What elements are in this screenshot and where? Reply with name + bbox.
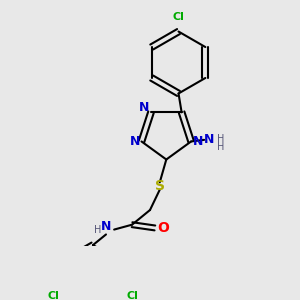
Text: H: H	[217, 142, 225, 152]
Text: N: N	[130, 135, 140, 148]
Text: N: N	[139, 101, 150, 114]
Text: H: H	[217, 134, 225, 144]
Text: O: O	[157, 221, 169, 235]
Text: Cl: Cl	[172, 12, 184, 22]
Text: N: N	[204, 133, 214, 146]
Text: H: H	[94, 225, 101, 235]
Text: S: S	[155, 178, 165, 193]
Text: Cl: Cl	[48, 291, 60, 300]
Text: N: N	[101, 220, 111, 233]
Text: N: N	[192, 135, 203, 148]
Text: Cl: Cl	[126, 291, 138, 300]
